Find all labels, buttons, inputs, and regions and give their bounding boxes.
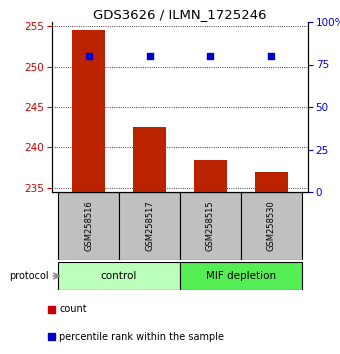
- Bar: [48, 333, 55, 340]
- Bar: [48, 306, 55, 313]
- Title: GDS3626 / ILMN_1725246: GDS3626 / ILMN_1725246: [93, 8, 267, 21]
- Text: GSM258516: GSM258516: [84, 201, 93, 251]
- Text: protocol: protocol: [9, 271, 49, 281]
- Bar: [194, 160, 227, 192]
- Text: GSM258517: GSM258517: [145, 201, 154, 251]
- Text: count: count: [59, 304, 87, 314]
- Text: percentile rank within the sample: percentile rank within the sample: [59, 332, 224, 342]
- Point: [147, 53, 152, 59]
- Text: GSM258515: GSM258515: [206, 201, 215, 251]
- Text: control: control: [101, 271, 137, 281]
- Point: [86, 53, 91, 59]
- Text: MIF depletion: MIF depletion: [206, 271, 276, 281]
- Bar: [133, 127, 166, 192]
- Bar: [72, 30, 105, 192]
- Bar: [180, 262, 302, 290]
- Bar: [241, 192, 302, 260]
- Bar: [180, 192, 241, 260]
- Bar: [255, 172, 288, 192]
- Bar: [58, 192, 119, 260]
- Point: [269, 53, 274, 59]
- Bar: [58, 262, 180, 290]
- Point: [208, 53, 213, 59]
- Bar: [119, 192, 180, 260]
- Text: GSM258530: GSM258530: [267, 201, 276, 251]
